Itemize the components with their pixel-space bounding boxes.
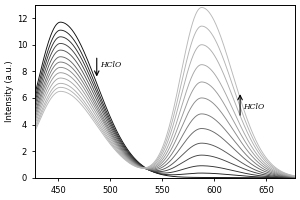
Text: HClO: HClO xyxy=(243,103,265,111)
Y-axis label: Intensity (a.u.): Intensity (a.u.) xyxy=(5,61,14,122)
Text: HClO: HClO xyxy=(100,61,121,69)
